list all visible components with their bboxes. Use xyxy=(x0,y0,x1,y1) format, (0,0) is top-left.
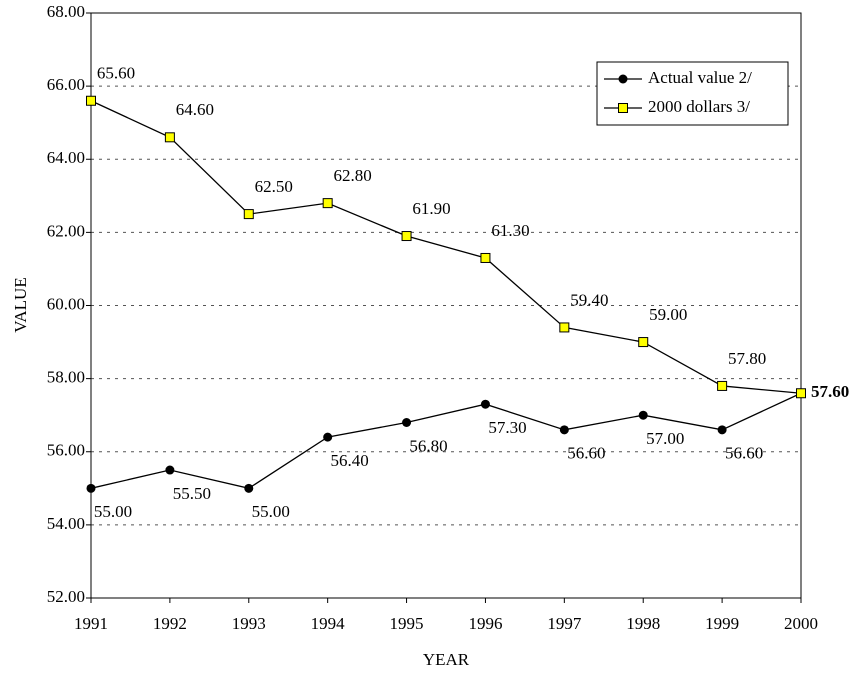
data-label: 61.90 xyxy=(412,199,450,218)
legend-marker xyxy=(618,103,628,113)
point xyxy=(323,432,333,442)
data-label: 55.50 xyxy=(173,484,211,503)
point xyxy=(165,465,175,475)
data-label: 56.40 xyxy=(331,451,369,470)
data-label: 57.60 xyxy=(811,382,849,401)
y-tick-label: 68.00 xyxy=(47,2,85,21)
y-tick-label: 54.00 xyxy=(47,514,85,533)
y-axis-title: VALUE xyxy=(11,277,30,332)
point xyxy=(322,198,333,209)
series-line xyxy=(90,392,802,490)
point xyxy=(717,425,727,435)
x-tick-label: 1998 xyxy=(626,614,660,633)
data-label: 56.80 xyxy=(409,436,447,455)
y-tick-label: 58.00 xyxy=(47,368,85,387)
y-tick-label: 52.00 xyxy=(47,587,85,606)
point xyxy=(243,209,254,220)
data-label: 55.00 xyxy=(94,502,132,521)
point xyxy=(244,483,254,493)
x-axis-title: YEAR xyxy=(423,650,470,669)
legend-label: Actual value 2/ xyxy=(648,68,752,87)
point xyxy=(401,231,412,242)
plot-frame xyxy=(90,12,802,599)
data-label: 57.30 xyxy=(488,418,526,437)
series-line xyxy=(90,100,802,394)
data-label: 56.60 xyxy=(725,444,763,463)
data-label: 59.00 xyxy=(649,305,687,324)
point xyxy=(638,337,649,348)
y-tick-label: 56.00 xyxy=(47,441,85,460)
x-tick-label: 2000 xyxy=(784,614,818,633)
x-tick-label: 1992 xyxy=(153,614,187,633)
data-label: 59.40 xyxy=(570,290,608,309)
point xyxy=(480,399,490,409)
data-label: 57.00 xyxy=(646,429,684,448)
x-tick-label: 1997 xyxy=(547,614,582,633)
x-tick-label: 1995 xyxy=(390,614,424,633)
y-tick-label: 62.00 xyxy=(47,221,85,240)
x-tick-label: 1999 xyxy=(705,614,739,633)
point xyxy=(638,410,648,420)
point xyxy=(559,322,570,333)
x-tick-label: 1994 xyxy=(311,614,346,633)
data-label: 64.60 xyxy=(176,100,214,119)
data-label: 56.60 xyxy=(567,444,605,463)
data-label: 62.80 xyxy=(334,166,372,185)
data-label: 65.60 xyxy=(97,64,135,83)
point xyxy=(86,95,96,106)
point xyxy=(480,252,491,263)
x-tick-label: 1993 xyxy=(232,614,266,633)
point xyxy=(559,425,569,435)
data-label: 61.30 xyxy=(491,221,529,240)
point xyxy=(796,388,806,399)
point xyxy=(86,483,96,493)
x-tick-label: 1991 xyxy=(74,614,108,633)
data-label: 62.50 xyxy=(255,177,293,196)
y-tick-label: 66.00 xyxy=(47,75,85,94)
y-tick-label: 64.00 xyxy=(47,148,85,167)
data-label: 55.00 xyxy=(252,502,290,521)
point xyxy=(164,132,175,143)
point xyxy=(717,380,728,391)
legend-label: 2000 dollars 3/ xyxy=(648,97,750,116)
data-label: 57.80 xyxy=(728,349,766,368)
legend-marker xyxy=(618,74,628,84)
legend-box xyxy=(596,61,789,126)
point xyxy=(402,418,412,427)
y-tick-label: 60.00 xyxy=(47,294,85,313)
x-tick-label: 1996 xyxy=(468,614,502,633)
